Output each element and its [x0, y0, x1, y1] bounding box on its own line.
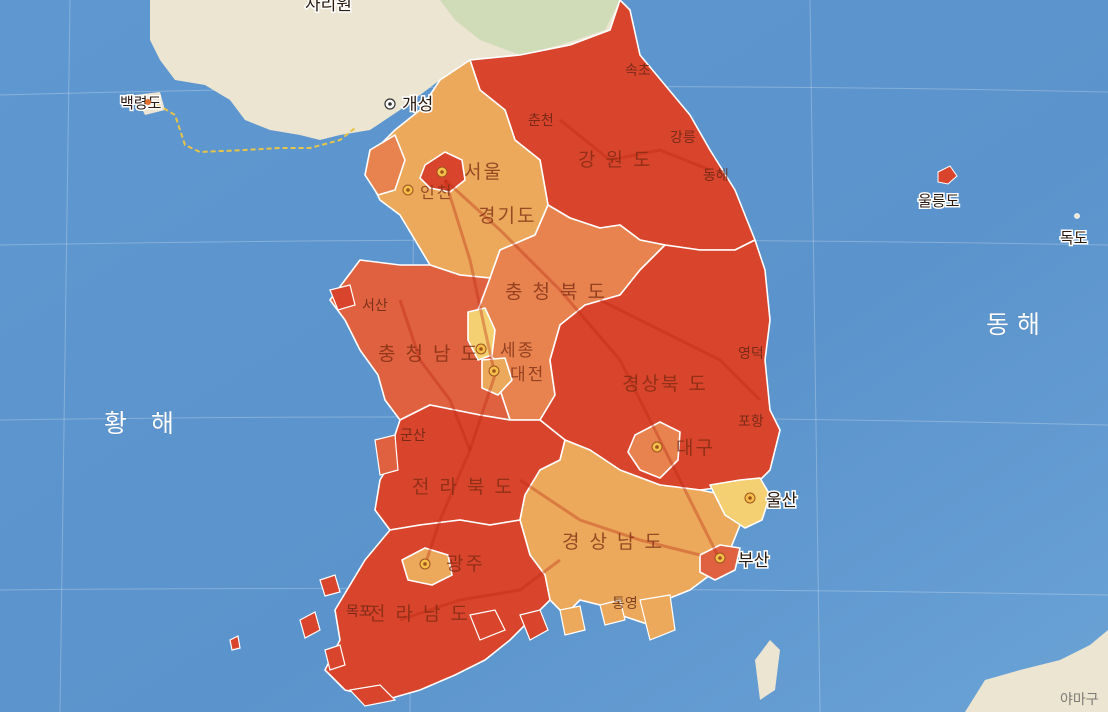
city-label-gwangju: 광주: [446, 553, 485, 575]
place-label-donghae: 동해: [703, 168, 729, 184]
region-ulsan[interactable]: [709, 477, 771, 529]
japan-landmass: [965, 630, 1108, 712]
place-label-gangneung: 강릉: [670, 130, 696, 146]
place-label-seosan: 서산: [362, 298, 388, 314]
highway-network: [398, 118, 762, 622]
region-label-gyeongnam: 경 상 남 도: [562, 531, 664, 553]
region-label-jeonnam: 전 라 남 도: [368, 603, 470, 625]
place-label-yamaguchi: 야마구: [1060, 692, 1099, 708]
place-label-mokpo: 목포: [346, 604, 372, 620]
southern-islands: [229, 284, 676, 707]
region-label-chungbuk: 충 청 북 도: [505, 281, 607, 303]
city-label-gaeseong: 개성: [402, 95, 433, 115]
maritime-boundary: [149, 99, 356, 154]
place-label-pohang: 포항: [738, 414, 764, 430]
city-label-sejong: 세종: [500, 341, 535, 361]
region-label-gangwon: 강 원 도: [578, 149, 653, 171]
label-sariwon: 사리원: [305, 0, 352, 15]
northern-landmass-green: [440, 0, 620, 55]
region-jeonnam[interactable]: [324, 519, 551, 701]
place-label-gunsan: 군산: [400, 428, 426, 444]
city-label-incheon: 인천: [420, 183, 453, 202]
city-label-seoul: 서울: [464, 161, 503, 183]
region-label-chungnam: 충 청 남 도: [378, 343, 480, 365]
label-baengnyeong: 백령도: [120, 94, 162, 112]
marker-baengnyeong: [145, 99, 151, 105]
city-markers: [384, 98, 756, 570]
region-sejong[interactable]: [467, 307, 496, 361]
place-label-chuncheon: 춘천: [528, 113, 554, 129]
place-label-yeongdeok: 영덕: [738, 346, 764, 362]
city-label-daejeon: 대전: [510, 365, 545, 385]
label-dokdo: 독도: [1060, 229, 1088, 247]
label-ulleung: 울릉도: [918, 192, 960, 210]
region-incheon[interactable]: [364, 134, 406, 196]
place-label-sokcho: 속초: [625, 63, 651, 79]
sea-label-west: 황 해: [104, 409, 182, 438]
region-label-jeonbuk: 전 라 북 도: [412, 476, 514, 498]
city-label-ulsan: 울산: [766, 491, 798, 511]
ulleung-island: [937, 165, 958, 185]
city-label-busan: 부산: [738, 551, 770, 571]
dokdo-island: [1074, 213, 1080, 219]
tsushima-island: [755, 640, 780, 700]
region-daejeon[interactable]: [481, 357, 513, 396]
sea-label-east: 동해: [986, 310, 1048, 339]
region-label-gyeongbuk: 경상북 도: [622, 373, 708, 395]
city-label-daegu: 대구: [676, 437, 715, 459]
place-label-tongyeong: 통영: [612, 596, 638, 612]
region-label-gyeonggi: 경기도: [478, 205, 536, 227]
